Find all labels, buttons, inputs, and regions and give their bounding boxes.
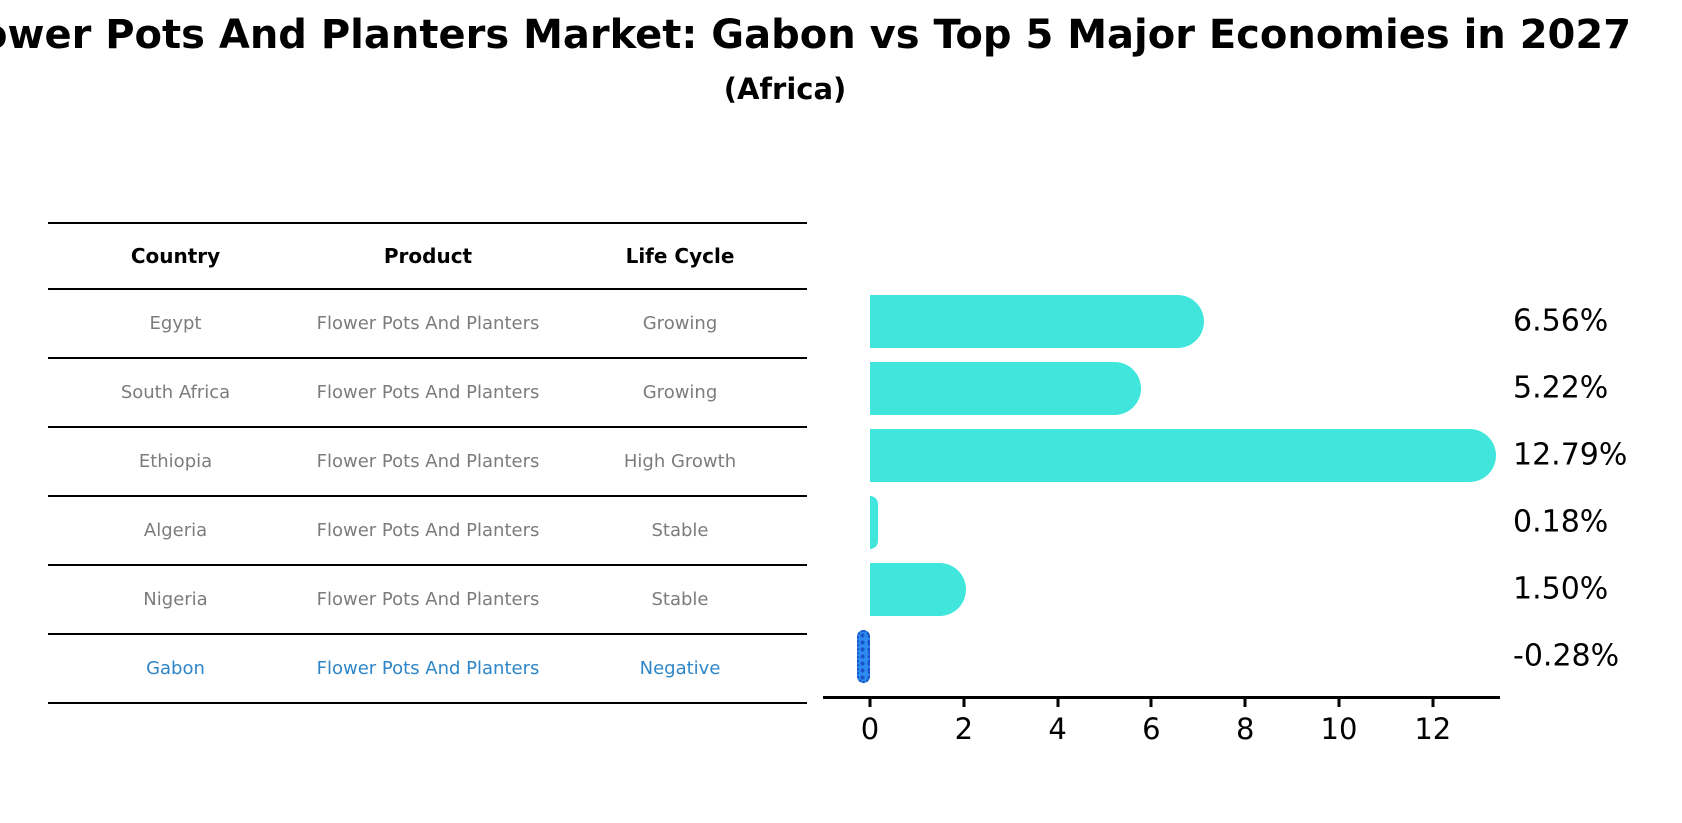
cell-life-cycle: Growing <box>642 382 718 403</box>
country-table: Country Product Life Cycle Egypt Flower P… <box>48 222 807 704</box>
cell-life-cycle: Stable <box>651 589 709 610</box>
x-axis-tick-label: 6 <box>1142 712 1161 746</box>
bar-egypt <box>870 295 1204 348</box>
x-axis-tick-label: 2 <box>954 712 974 746</box>
x-axis-tick-label: 0 <box>860 712 880 746</box>
table-row-nigeria: Nigeria Flower Pots And Planters Stable <box>48 564 807 633</box>
value-label-nigeria: 1.50% <box>1513 571 1609 607</box>
cell-country: Algeria <box>143 520 208 541</box>
x-axis-tick <box>1337 696 1341 707</box>
cell-country: South Africa <box>120 382 231 403</box>
value-label-algeria: 0.18% <box>1513 504 1609 540</box>
cell-product: Flower Pots And Planters <box>316 520 540 541</box>
cell-country: Nigeria <box>143 589 208 610</box>
x-axis-tick <box>962 696 966 707</box>
value-label-egypt: 6.56% <box>1513 303 1609 339</box>
table-row-algeria: Algeria Flower Pots And Planters Stable <box>48 495 807 564</box>
chart-title: Flower Pots And Planters Market: Gabon v… <box>0 12 1632 58</box>
x-axis-tick <box>1149 696 1153 707</box>
x-axis-tick-label: 12 <box>1414 712 1452 746</box>
x-axis-tick-label: 4 <box>1048 712 1067 746</box>
cell-life-cycle: Stable <box>651 520 709 541</box>
bar-ethiopia <box>870 429 1496 482</box>
value-label-gabon: -0.28% <box>1513 638 1620 674</box>
cell-life-cycle: Growing <box>642 313 718 334</box>
value-label-south-africa: 5.22% <box>1513 370 1609 406</box>
table-row-gabon: Gabon Flower Pots And Planters Negative <box>48 633 807 702</box>
cell-product: Flower Pots And Planters <box>316 589 540 610</box>
table-row-egypt: Egypt Flower Pots And Planters Growing <box>48 288 807 357</box>
table-row-ethiopia: Ethiopia Flower Pots And Planters High Gro… <box>48 426 807 495</box>
bar-algeria <box>870 496 879 549</box>
bar-nigeria <box>870 563 967 616</box>
cell-life-cycle: High Growth <box>623 451 737 472</box>
x-axis-tick <box>868 696 872 707</box>
value-label-ethiopia: 12.79% <box>1513 437 1628 473</box>
cell-product: Flower Pots And Planters <box>316 382 540 403</box>
column-header-product: Product <box>383 244 473 268</box>
cell-life-cycle: Negative <box>639 658 721 679</box>
table-row-south-africa: South Africa Flower Pots And Planters Grow… <box>48 357 807 426</box>
table-header-row: Country Product Life Cycle <box>48 224 807 288</box>
x-axis-tick <box>1056 696 1060 707</box>
x-axis-tick <box>1243 696 1247 707</box>
bar-gabon <box>856 630 870 683</box>
bar-south-africa <box>870 362 1141 415</box>
chart-subtitle: (Africa) <box>723 72 847 106</box>
cell-country: Egypt <box>149 313 202 334</box>
x-axis-tick-label: 10 <box>1320 712 1358 746</box>
column-header-country: Country <box>130 244 221 268</box>
cell-product: Flower Pots And Planters <box>316 658 540 679</box>
cell-country: Gabon <box>146 658 205 679</box>
bar-chart-plot-area: 0 2 4 6 8 10 12 <box>823 288 1500 746</box>
cell-product: Flower Pots And Planters <box>316 313 540 334</box>
x-axis-tick <box>1431 696 1435 707</box>
cell-country: Ethiopia <box>138 451 213 472</box>
x-axis-tick-label: 8 <box>1235 712 1255 746</box>
column-header-life-cycle: Life Cycle <box>625 244 735 268</box>
cell-product: Flower Pots And Planters <box>316 451 540 472</box>
